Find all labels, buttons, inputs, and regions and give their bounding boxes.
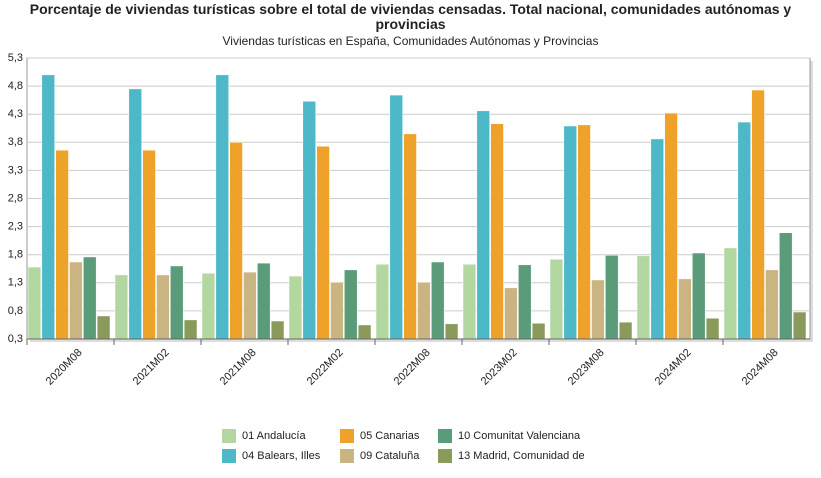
bar: [288, 275, 303, 340]
bar: [215, 74, 229, 340]
legend-label: 01 Andalucía: [242, 430, 306, 442]
legend-label: 13 Madrid, Comunidad de: [458, 450, 585, 462]
bar: [257, 262, 271, 340]
y-tick-label: 4,8: [8, 80, 23, 92]
bar: [114, 274, 129, 340]
legend-swatch: [438, 449, 452, 463]
y-tick-label: 3,3: [8, 164, 23, 176]
bar: [183, 319, 198, 340]
bar: [563, 125, 577, 340]
bar: [518, 264, 532, 340]
y-tick-label: 4,3: [8, 108, 23, 120]
bar: [344, 269, 358, 340]
bar: [229, 142, 243, 340]
bar: [504, 287, 518, 340]
x-tick-label: 2021M08: [218, 347, 259, 388]
bar: [302, 101, 316, 340]
bar: [417, 281, 431, 340]
bar: [96, 315, 111, 340]
bar: [765, 269, 779, 340]
y-tick-label: 0,3: [8, 333, 23, 345]
bar: [357, 324, 372, 340]
legend-label: 09 Cataluña: [360, 450, 420, 462]
bar: [577, 124, 591, 340]
bar: [705, 317, 720, 340]
legend-swatch: [438, 429, 452, 443]
legend-label: 10 Comunitat Valenciana: [458, 430, 581, 442]
bar: [723, 247, 738, 340]
bar: [128, 88, 142, 340]
x-tick-label: 2023M08: [566, 347, 607, 388]
bar: [650, 138, 664, 340]
bar: [444, 323, 459, 340]
legend-label: 04 Balears, Illes: [242, 450, 321, 462]
bar: [156, 274, 170, 340]
bar: [737, 121, 751, 340]
bar: [779, 232, 793, 340]
x-tick-label: 2024M02: [653, 347, 694, 388]
bar: [375, 264, 390, 340]
bar: [69, 261, 83, 340]
bar: [751, 89, 765, 340]
bar: [170, 265, 184, 340]
bar: [270, 320, 285, 340]
legend-swatch: [222, 449, 236, 463]
y-tick-label: 3,8: [8, 136, 23, 148]
bar: [531, 323, 546, 340]
y-tick-label: 2,8: [8, 192, 23, 204]
bar: [605, 255, 619, 340]
bar: [41, 74, 55, 340]
bar: [55, 149, 69, 340]
bar: [431, 261, 445, 340]
chart-title: Porcentaje de viviendas turísticas sobre…: [29, 1, 792, 32]
bar: [389, 94, 403, 340]
bar: [636, 255, 651, 340]
x-tick-label: 2022M08: [392, 347, 433, 388]
y-tick-label: 5,3: [8, 52, 23, 64]
bar: [476, 110, 490, 340]
legend-swatch: [340, 449, 354, 463]
bar: [462, 264, 477, 340]
bar: [201, 272, 216, 340]
bar: [142, 149, 156, 340]
bar: [27, 266, 42, 340]
legend-label: 05 Canarias: [360, 430, 420, 442]
bar: [678, 278, 692, 340]
bar: [490, 123, 504, 340]
bar: [792, 311, 807, 340]
bar: [549, 258, 564, 340]
x-tick-label: 2022M02: [305, 347, 346, 388]
bar: [403, 133, 417, 340]
x-tick-label: 2024M08: [740, 347, 781, 388]
y-tick-label: 1,3: [8, 277, 23, 289]
bar: [83, 256, 97, 340]
bar: [664, 112, 678, 340]
bar: [692, 252, 706, 340]
y-tick-label: 2,3: [8, 221, 23, 233]
bar: [618, 321, 633, 340]
legend-swatch: [340, 429, 354, 443]
bar: [591, 279, 605, 340]
bar: [330, 281, 344, 340]
x-tick-label: 2021M02: [131, 347, 172, 388]
chart-subtitle: Viviendas turísticas en España, Comunida…: [222, 34, 599, 48]
x-tick-label: 2020M08: [44, 347, 85, 388]
bar: [243, 271, 257, 340]
y-tick-label: 0,8: [8, 305, 23, 317]
y-tick-label: 1,8: [8, 249, 23, 261]
legend-swatch: [222, 429, 236, 443]
x-tick-label: 2023M02: [479, 347, 520, 388]
bar: [316, 145, 330, 340]
